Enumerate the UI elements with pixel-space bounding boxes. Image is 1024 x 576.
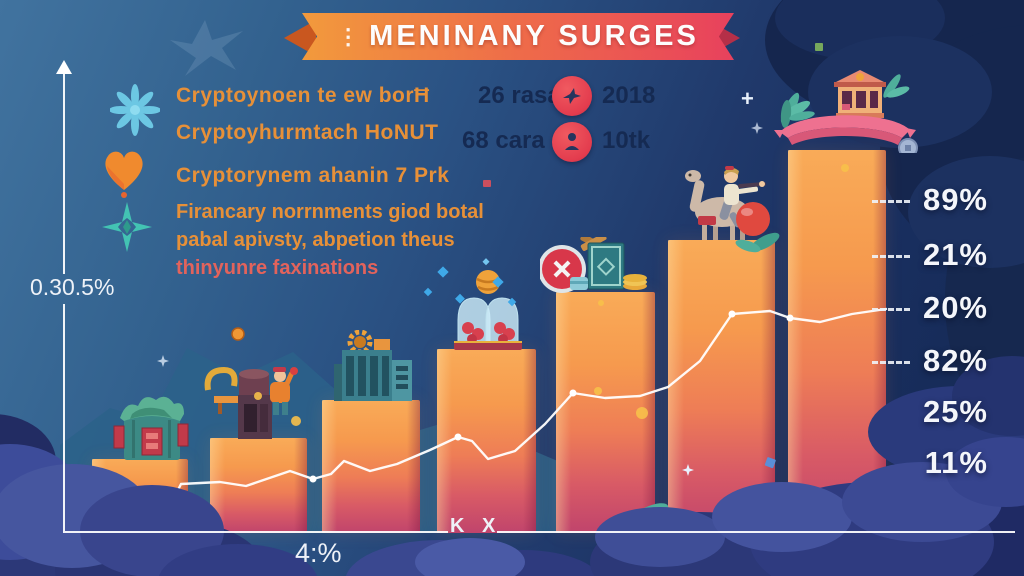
tick-dash	[871, 360, 910, 364]
stat-2-year: 10tk	[602, 127, 651, 154]
cloud-bottom-middle	[346, 538, 601, 576]
paragraph-line-1: Firancary norrnments giod botal	[176, 201, 484, 223]
fern-right	[883, 74, 910, 98]
bar-6	[668, 240, 775, 533]
coral-ball-decoration	[735, 202, 780, 253]
crystal-star-decoration	[170, 20, 243, 76]
bar-3	[322, 400, 420, 533]
headline-line-3: Cryptorynem ahanin 7 Prk	[176, 164, 450, 187]
tick-dash	[871, 307, 910, 311]
trend-line-dots	[309, 310, 794, 483]
bar-4	[437, 349, 536, 533]
ruined-vault-machine-illustration	[112, 388, 190, 460]
sparkle-icon	[157, 122, 763, 476]
glass-dome-berries-illustration	[448, 268, 528, 350]
percent-label: 11%	[924, 445, 988, 480]
blue-diamond-decorations	[423, 258, 517, 307]
headline-line-2: Cryptoyhurmtach HoNUT	[176, 121, 439, 144]
stat-badge-2-icon	[552, 122, 592, 162]
cloud-bottom-left	[0, 414, 317, 576]
stat-badge-1-icon	[552, 76, 592, 116]
percent-row-4: 82%	[768, 343, 988, 379]
percent-label: 25%	[922, 394, 988, 429]
up-arrow-axis-icon	[56, 60, 72, 74]
worker-market-stall-illustration	[200, 362, 300, 439]
target-book-mallets-illustration	[540, 237, 650, 293]
camel-rider-illustration	[672, 160, 772, 241]
bar-5	[556, 292, 655, 533]
percent-row-5: 25%	[768, 394, 988, 430]
y-axis-label: 0.30.5%	[30, 274, 115, 300]
paragraph-line-2: pabal apivsty, abpetion theus	[176, 229, 455, 251]
x-axis-line-right	[497, 531, 1015, 534]
paragraph-block: Firancary norrnments giod botal pabal ap…	[176, 198, 484, 282]
x-axis-label: 4:%	[295, 538, 342, 568]
stat-2-value: 68 cara	[462, 127, 545, 154]
paragraph-line-3: thinyunre faxinations	[176, 257, 379, 279]
title-banner: ⋮ MENINANY SURGES	[302, 13, 734, 60]
factory-building-illustration	[330, 330, 420, 401]
fern-left	[780, 92, 815, 128]
percent-label: 82%	[922, 343, 988, 378]
stat-1-value: 26 rasa	[478, 82, 561, 109]
y-axis-line-lower	[63, 304, 66, 533]
percent-row-2: 21%	[768, 237, 988, 273]
stat-1-year: 2018	[602, 82, 656, 109]
tick-dash	[871, 199, 910, 203]
percent-row-6: 11%	[768, 445, 988, 481]
trend-line	[110, 307, 888, 518]
y-axis-line-upper	[63, 74, 66, 274]
flower-icon	[110, 84, 160, 136]
dotted-colon-decoration: ⋮	[337, 23, 360, 49]
compass-icon	[100, 200, 154, 254]
plus-decoration: +	[741, 86, 754, 111]
percent-label: 20%	[922, 290, 988, 325]
percent-label: 89%	[922, 182, 988, 217]
percent-row-3: 20%	[768, 290, 988, 326]
tick-dash	[871, 254, 910, 258]
percent-row-1: 89%	[768, 182, 988, 218]
pagoda-bank-temple-illustration	[770, 68, 920, 153]
yellow-dot-decorations	[254, 164, 849, 426]
page-title: MENINANY SURGES	[369, 20, 699, 52]
heart-icon	[98, 144, 150, 202]
bar-2	[210, 438, 307, 533]
percent-label: 21%	[922, 237, 988, 272]
x-axis-line-left	[65, 531, 448, 534]
headline-line-1: Cryptoynoen te ew borĦ	[176, 84, 430, 107]
cloud-bottom-right	[590, 356, 1024, 576]
x-axis-center-label: K X	[450, 515, 502, 537]
